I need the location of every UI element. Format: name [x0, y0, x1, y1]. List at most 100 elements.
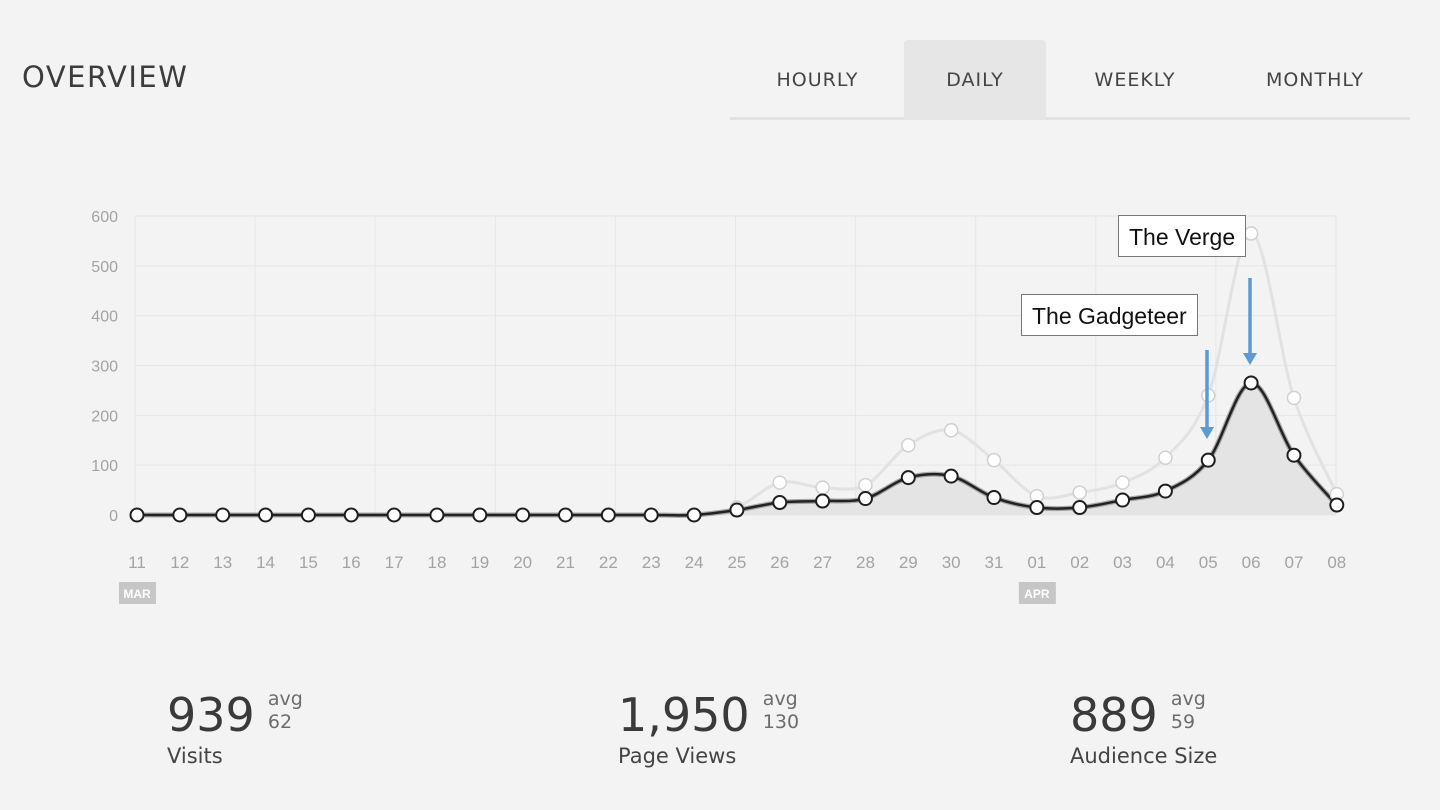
primary-point: [1200, 452, 1216, 468]
tab-weekly[interactable]: WEEKLY: [1094, 69, 1176, 91]
primary-point: [386, 507, 402, 523]
stat-page-views-label: Page Views: [618, 744, 737, 768]
x-tick-label: 14: [256, 553, 275, 572]
arrow-the-verge-head: [1243, 353, 1257, 365]
x-tick-label: 12: [170, 553, 189, 572]
primary-point: [515, 507, 531, 523]
secondary-point: [1072, 485, 1087, 500]
tab-monthly[interactable]: MONTHLY: [1265, 69, 1365, 91]
x-tick-label: 20: [513, 553, 532, 572]
chart-lines: [137, 231, 1339, 518]
primary-point: [1029, 500, 1045, 516]
x-tick-label: 08: [1327, 553, 1346, 572]
stat-visits: 939 avg 62 Visits: [167, 688, 303, 768]
primary-point: [472, 507, 488, 523]
x-tick-label: 21: [556, 553, 575, 572]
secondary-point: [986, 452, 1002, 468]
chart-grid: [134, 215, 1337, 516]
x-tick-label: 30: [942, 553, 961, 572]
x-tick-label: 29: [899, 553, 918, 572]
secondary-point: [815, 480, 830, 495]
primary-point: [1157, 483, 1173, 499]
primary-point: [943, 468, 959, 484]
stat-page-views-value: 1,950: [618, 688, 750, 742]
secondary-series-line: [137, 231, 1339, 518]
secondary-point: [1115, 475, 1130, 490]
secondary-point: [901, 437, 916, 453]
stat-page-views-avg-label: avg: [762, 688, 798, 710]
month-label: MAR: [123, 587, 151, 601]
stat-audience-size-avg-label: avg: [1170, 688, 1206, 710]
stat-visits-value: 939: [167, 688, 255, 742]
primary-point: [258, 507, 274, 523]
primary-point: [558, 507, 573, 523]
primary-point: [1243, 375, 1259, 391]
y-tick-label: 400: [91, 309, 118, 326]
y-tick-label: 500: [91, 259, 118, 276]
stat-visits-avg-label: avg: [267, 688, 303, 710]
x-tick-label: 03: [1113, 553, 1132, 572]
x-tick-label: 31: [985, 553, 1004, 572]
visits-chart: 0 100 200 300 400 500 600 11 12 13 14 15 16 17 18 19 20…: [91, 209, 1346, 604]
secondary-point: [1243, 226, 1259, 241]
annotation-the-gadgeteer: The Gadgeteer: [1021, 294, 1198, 336]
x-tick-label: 26: [770, 553, 789, 572]
annotation-arrows: [1200, 278, 1257, 439]
x-tick-label: 04: [1156, 553, 1175, 572]
month-labels: MAR APR: [119, 582, 1056, 604]
primary-point: [215, 507, 231, 523]
primary-point: [429, 507, 445, 523]
chart-area: [137, 382, 1337, 516]
x-axis-ticks: 11 12 13 14 15 16 17 18 19 20 21 22 23 24 25 26 27 28 29 30…: [128, 553, 1346, 572]
x-tick-label: 27: [813, 553, 832, 572]
x-tick-label: 07: [1284, 553, 1303, 572]
stat-visits-label: Visits: [167, 744, 223, 768]
x-tick-label: 13: [213, 553, 232, 572]
month-label: APR: [1024, 587, 1050, 601]
stat-audience-size-value: 889: [1070, 688, 1158, 742]
y-tick-label: 200: [91, 408, 118, 425]
x-tick-label: 24: [685, 553, 704, 572]
stat-visits-avg: avg 62: [268, 688, 303, 734]
primary-point: [172, 507, 188, 523]
period-tabs: HOURLY DAILY WEEKLY MONTHLY: [730, 40, 1410, 120]
primary-point: [300, 507, 316, 523]
primary-area: [137, 382, 1337, 516]
x-tick-label: 15: [299, 553, 318, 572]
x-tick-label: 19: [470, 553, 489, 572]
primary-point: [686, 507, 702, 523]
y-tick-label: 100: [91, 458, 118, 475]
x-tick-label: 05: [1199, 553, 1218, 572]
primary-point: [643, 507, 659, 523]
stat-audience-size-label: Audience Size: [1070, 744, 1218, 768]
x-tick-label: 06: [1242, 553, 1261, 572]
secondary-point: [1286, 390, 1302, 406]
primary-point: [729, 502, 745, 518]
primary-point: [600, 507, 616, 523]
y-axis-ticks: 0 100 200 300 400 500 600: [91, 209, 118, 525]
x-tick-label: 01: [1027, 553, 1046, 572]
tab-hourly[interactable]: HOURLY: [776, 69, 859, 91]
stat-page-views: 1,950 avg 130 Page Views: [618, 688, 799, 768]
y-tick-label: 600: [91, 209, 118, 226]
secondary-point: [858, 477, 873, 493]
stat-visits-avg-value: 62: [267, 711, 293, 733]
secondary-point: [943, 423, 959, 438]
stat-audience-size: 889 avg 59 Audience Size: [1070, 688, 1217, 768]
stat-page-views-avg: avg 130: [763, 688, 799, 734]
x-tick-label: 25: [727, 553, 746, 572]
secondary-point: [1158, 450, 1173, 465]
secondary-point: [772, 475, 787, 490]
x-tick-label: 17: [385, 553, 404, 572]
x-tick-label: 23: [642, 553, 661, 572]
arrow-the-gadgeteer-head: [1200, 427, 1214, 439]
primary-series-line: [137, 381, 1338, 517]
stat-page-views-avg-value: 130: [762, 711, 800, 733]
tab-daily[interactable]: DAILY: [904, 40, 1046, 120]
primary-point: [1115, 492, 1131, 508]
y-tick-label: 0: [109, 508, 118, 525]
stat-audience-size-avg: avg 59: [1171, 688, 1206, 734]
x-tick-label: 22: [599, 553, 618, 572]
x-tick-label: 02: [1070, 553, 1089, 572]
